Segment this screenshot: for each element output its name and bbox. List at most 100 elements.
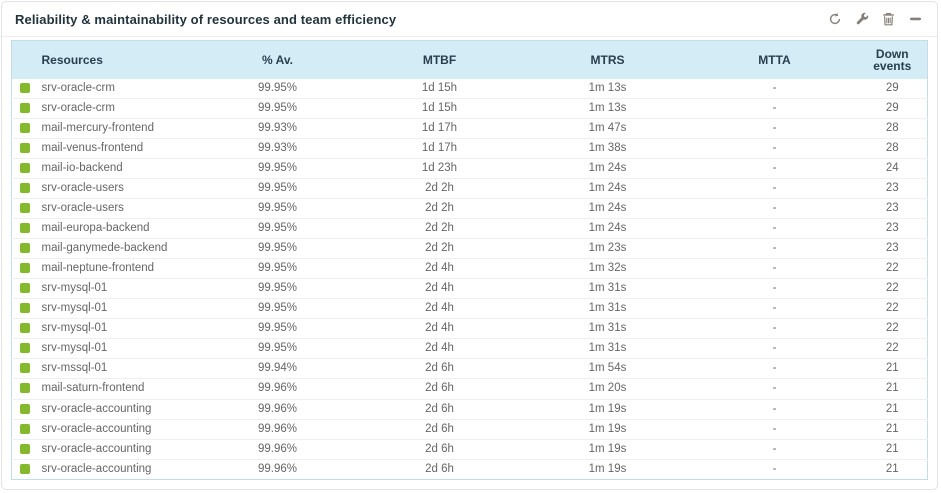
mtbf-value: 2d 4h (355, 318, 524, 339)
table-header-row: Resources % Av. MTBF MTRS MTTA Down even… (11, 40, 928, 79)
mtta-value: - (691, 458, 858, 480)
status-ok-icon (20, 383, 30, 394)
status-ok-icon (20, 323, 30, 334)
status-cell (11, 278, 36, 299)
mtrs-value: 1m 32s (523, 258, 692, 279)
table-row: mail-ganymede-backend 99.95% 2d 2h 1m 23… (11, 238, 928, 259)
availability-value: 99.95% (199, 178, 356, 199)
status-cell (11, 358, 36, 379)
mtrs-value: 1m 24s (523, 158, 692, 179)
status-cell (11, 458, 36, 480)
status-cell (11, 338, 36, 359)
mtrs-value: 1m 13s (523, 98, 692, 119)
resource-name: mail-io-backend (35, 158, 200, 179)
mtbf-value: 2d 4h (355, 258, 524, 279)
mtta-value: - (691, 298, 858, 319)
column-header-mtrs: MTRS (523, 40, 692, 79)
status-cell (11, 298, 36, 319)
availability-value: 99.96% (199, 418, 356, 440)
availability-value: 99.93% (199, 118, 356, 139)
refresh-icon[interactable] (827, 12, 842, 27)
resource-name: srv-mysql-01 (35, 298, 200, 319)
resource-name: srv-oracle-users (35, 178, 200, 199)
resource-name: mail-ganymede-backend (35, 238, 200, 259)
mtbf-value: 2d 4h (355, 298, 524, 319)
down-events-value: 24 (857, 158, 928, 179)
status-ok-icon (20, 103, 30, 114)
mtrs-value: 1m 20s (523, 378, 692, 399)
status-ok-icon (20, 463, 30, 474)
table-row: srv-oracle-accounting 99.96% 2d 6h 1m 19… (11, 398, 928, 420)
widget-header: Reliability & maintainability of resourc… (2, 2, 937, 37)
mtrs-value: 1m 31s (523, 278, 692, 299)
status-cell (11, 238, 36, 259)
down-events-value: 22 (857, 278, 928, 299)
status-ok-icon (20, 83, 30, 93)
mtrs-value: 1m 19s (523, 418, 692, 440)
availability-value: 99.95% (199, 338, 356, 359)
resource-name: srv-mysql-01 (35, 338, 200, 359)
table-body: srv-oracle-crm 99.95% 1d 15h 1m 13s - 29… (11, 79, 928, 480)
status-cell (11, 258, 36, 279)
trash-icon[interactable] (881, 12, 896, 27)
wrench-icon[interactable] (854, 12, 869, 27)
mtrs-value: 1m 31s (523, 298, 692, 319)
column-header-mtbf: MTBF (355, 40, 524, 79)
minimize-icon[interactable] (908, 12, 923, 27)
status-ok-icon (20, 283, 30, 294)
mtrs-value: 1m 24s (523, 218, 692, 239)
table-container: Resources % Av. MTBF MTRS MTTA Down even… (11, 40, 928, 480)
status-cell (11, 218, 36, 239)
column-header-down-events: Down events (857, 40, 928, 79)
status-ok-icon (20, 123, 30, 134)
status-ok-icon (20, 183, 30, 194)
resource-name: mail-neptune-frontend (35, 258, 200, 279)
availability-value: 99.95% (199, 258, 356, 279)
status-cell (11, 438, 36, 460)
reliability-table: Resources % Av. MTBF MTRS MTTA Down even… (11, 40, 928, 480)
mtbf-value: 2d 6h (355, 358, 524, 379)
availability-value: 99.93% (199, 138, 356, 159)
availability-value: 99.95% (199, 98, 356, 119)
mtbf-value: 1d 17h (355, 138, 524, 159)
mtrs-value: 1m 24s (523, 198, 692, 219)
mtta-value: - (691, 338, 858, 359)
mtbf-value: 2d 6h (355, 378, 524, 399)
down-events-value: 28 (857, 118, 928, 139)
table-row: mail-io-backend 99.95% 1d 23h 1m 24s - 2… (11, 158, 928, 179)
status-ok-icon (20, 423, 30, 434)
resource-name: srv-oracle-users (35, 198, 200, 219)
status-ok-icon (20, 143, 30, 154)
status-cell (11, 118, 36, 139)
mtrs-value: 1m 23s (523, 238, 692, 259)
mtbf-value: 2d 4h (355, 338, 524, 359)
mtrs-value: 1m 19s (523, 438, 692, 460)
mtbf-value: 1d 23h (355, 158, 524, 179)
availability-value: 99.95% (199, 218, 356, 239)
mtrs-value: 1m 54s (523, 358, 692, 379)
mtbf-value: 2d 6h (355, 398, 524, 420)
down-events-value: 23 (857, 218, 928, 239)
down-events-value: 29 (857, 98, 928, 119)
down-events-value: 21 (857, 398, 928, 420)
resource-name: srv-oracle-accounting (35, 418, 200, 440)
availability-value: 99.96% (199, 438, 356, 460)
resource-name: srv-oracle-accounting (35, 398, 200, 420)
mtrs-value: 1m 47s (523, 118, 692, 139)
table-row: mail-europa-backend 99.95% 2d 2h 1m 24s … (11, 218, 928, 239)
mtbf-value: 2d 2h (355, 238, 524, 259)
resource-name: srv-mysql-01 (35, 278, 200, 299)
mtrs-value: 1m 19s (523, 398, 692, 420)
widget-toolbar (827, 12, 923, 27)
mtbf-value: 2d 2h (355, 178, 524, 199)
status-cell (11, 378, 36, 399)
mtbf-value: 2d 2h (355, 218, 524, 239)
mtbf-value: 2d 4h (355, 278, 524, 299)
down-events-value: 21 (857, 358, 928, 379)
table-row: srv-mssql-01 99.94% 2d 6h 1m 54s - 21 (11, 358, 928, 379)
widget-title: Reliability & maintainability of resourc… (15, 11, 397, 27)
resource-name: srv-oracle-accounting (35, 438, 200, 460)
table-row: mail-neptune-frontend 99.95% 2d 4h 1m 32… (11, 258, 928, 279)
